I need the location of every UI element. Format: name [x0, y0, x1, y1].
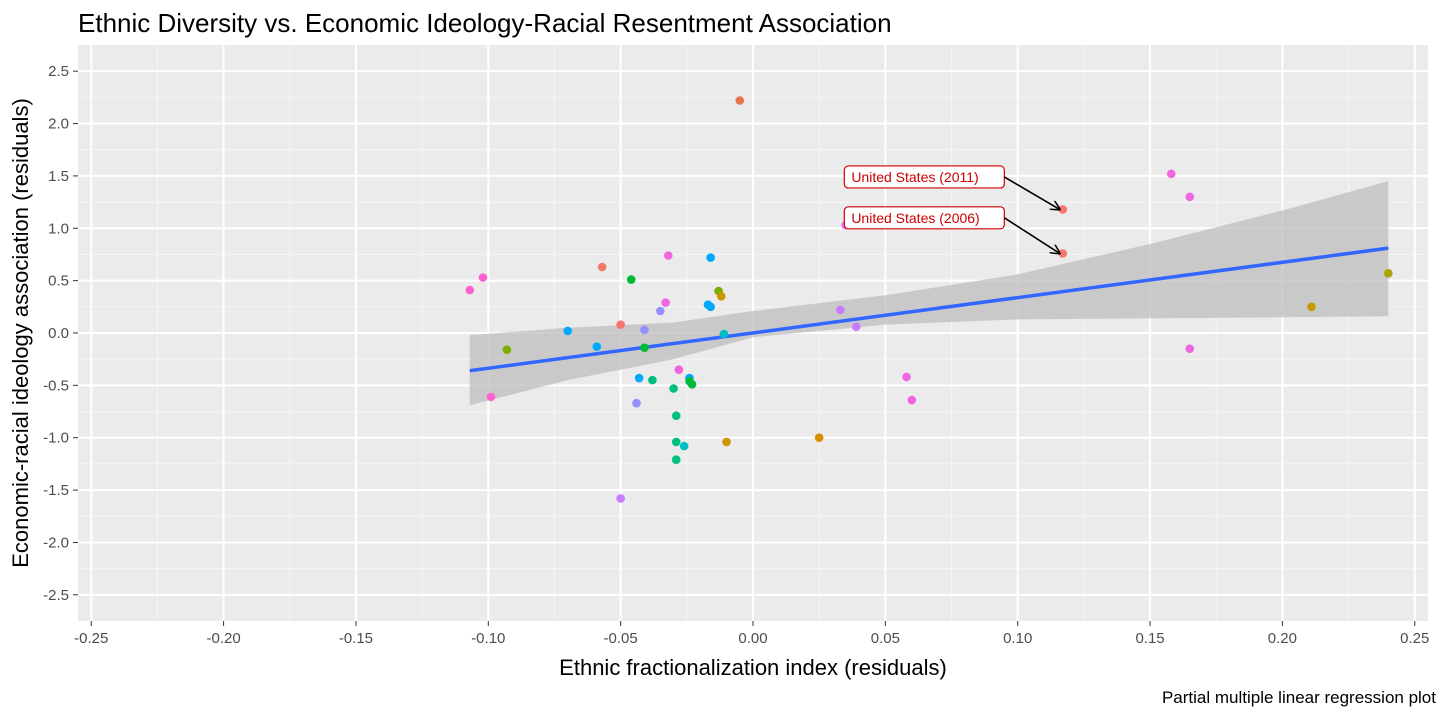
y-tick-label: 0.0 — [48, 325, 69, 342]
data-point — [597, 262, 607, 272]
point-annotation: United States (2011) — [843, 165, 1059, 209]
data-point — [661, 298, 670, 307]
data-point — [671, 455, 681, 465]
data-point — [592, 342, 602, 351]
y-tick-label: -2.0 — [43, 534, 69, 551]
points-layer — [465, 96, 1393, 503]
annotation-arrow — [1003, 217, 1059, 254]
data-point — [656, 306, 665, 316]
data-point — [735, 96, 745, 105]
x-tick-label: 0.10 — [1003, 630, 1032, 647]
data-point — [851, 322, 861, 332]
chart-caption: Partial multiple linear regression plot — [1162, 688, 1436, 707]
data-point — [716, 292, 726, 301]
data-point — [478, 273, 488, 282]
point-annotation: United States (2006) — [843, 206, 1059, 254]
data-point — [640, 343, 649, 352]
data-point — [836, 305, 845, 315]
data-point — [563, 326, 573, 336]
y-tick-label: 1.0 — [48, 220, 69, 237]
data-point — [486, 392, 496, 402]
data-point — [616, 320, 625, 329]
data-point — [626, 275, 636, 284]
x-tick-label: 0.15 — [1135, 630, 1164, 647]
data-point — [671, 411, 681, 421]
x-tick-label: -0.05 — [604, 630, 638, 647]
data-point — [663, 251, 673, 260]
data-point — [907, 395, 917, 405]
fit-line-layer — [469, 246, 1389, 373]
confidence-band — [469, 181, 1389, 406]
x-tick-label: -0.20 — [206, 630, 240, 647]
data-point — [632, 398, 641, 408]
data-point — [687, 380, 697, 389]
y-tick-label: 1.5 — [48, 168, 69, 185]
data-point — [902, 372, 911, 382]
annotation-label: United States (2011) — [851, 169, 978, 185]
data-point — [502, 345, 512, 355]
x-tick-label: -0.10 — [471, 630, 505, 647]
data-point — [1185, 192, 1195, 202]
data-point — [640, 325, 649, 335]
data-point — [1307, 302, 1316, 312]
data-point — [1185, 344, 1195, 354]
x-tick-label: 0.05 — [871, 630, 900, 647]
data-point — [634, 373, 644, 383]
data-point — [669, 384, 678, 393]
y-tick-label: -1.0 — [43, 430, 69, 447]
chart-title: Ethnic Diversity vs. Economic Ideology-R… — [78, 8, 892, 38]
x-tick-label: 0.00 — [738, 630, 767, 647]
data-point — [674, 365, 684, 374]
annotation-arrow — [1003, 176, 1059, 209]
regression-line — [469, 246, 1389, 373]
y-tick-label: 2.0 — [48, 116, 69, 133]
data-point — [465, 285, 475, 295]
y-tick-label: -1.5 — [43, 482, 69, 499]
x-tick-label: -0.15 — [339, 630, 373, 647]
axes-layer: -0.25 -0.20 -0.15 -0.10 -0.05 0.00 0.05 0.10 0.1… — [43, 63, 1429, 647]
data-point — [706, 253, 715, 262]
data-point — [648, 375, 657, 385]
data-point — [1166, 169, 1176, 179]
data-point — [616, 494, 625, 503]
data-point — [706, 302, 715, 312]
y-axis-title: Economic-racial ideology association (re… — [8, 98, 33, 568]
data-point — [719, 329, 729, 339]
data-point — [679, 441, 689, 451]
annotations-layer: United States (2011) United States (2006) — [843, 165, 1059, 254]
data-point — [722, 437, 731, 447]
data-point — [814, 433, 824, 443]
x-tick-label: 0.25 — [1400, 630, 1429, 647]
y-tick-label: -0.5 — [43, 377, 69, 394]
x-tick-label: 0.20 — [1268, 630, 1297, 647]
x-axis-title: Ethnic fractionalization index (residual… — [559, 655, 947, 680]
y-tick-label: -2.5 — [43, 587, 69, 604]
x-tick-label: -0.25 — [74, 630, 108, 647]
y-tick-label: 0.5 — [48, 273, 69, 290]
confidence-band-layer — [469, 181, 1389, 406]
data-point — [671, 437, 681, 447]
y-tick-label: 2.5 — [48, 63, 69, 80]
annotation-label: United States (2006) — [851, 210, 979, 226]
data-point — [1383, 269, 1393, 278]
